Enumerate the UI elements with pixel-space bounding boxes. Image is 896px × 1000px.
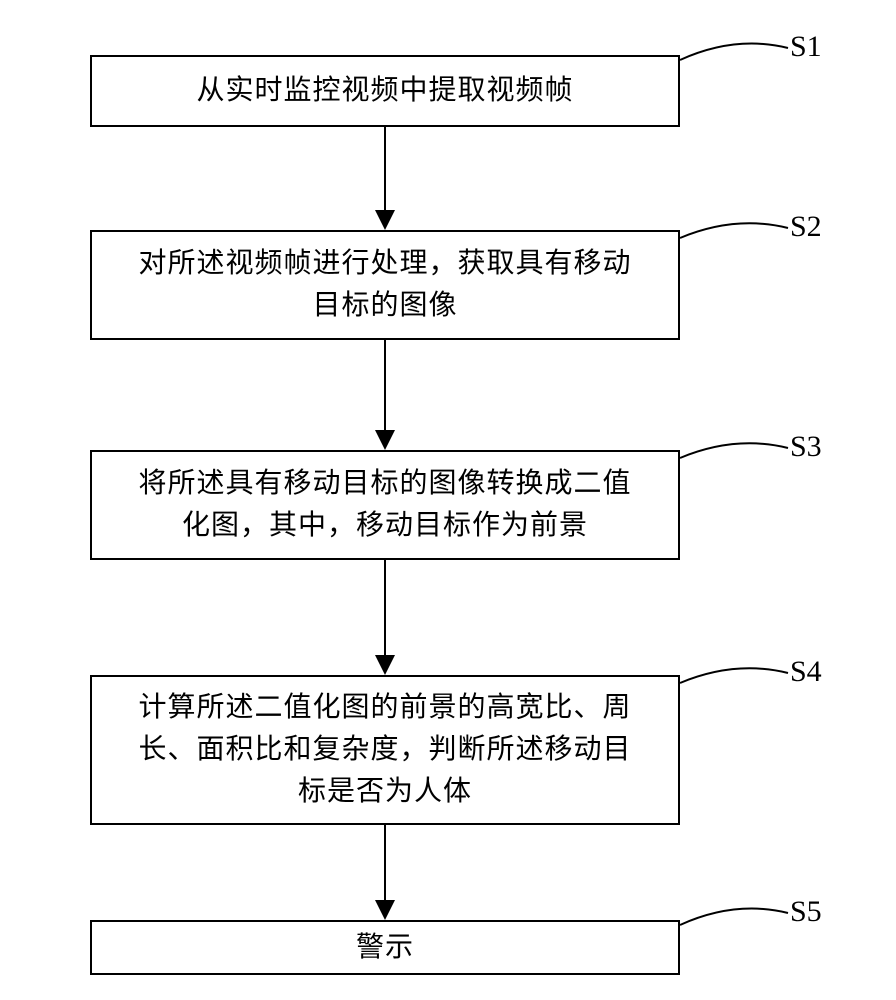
step-label-s3: S3 (790, 430, 822, 464)
label-connector-s1 (680, 44, 788, 60)
flowchart-node-s4: 计算所述二值化图的前景的高宽比、周长、面积比和复杂度，判断所述移动目标是否为人体 (90, 675, 680, 825)
label-connector-s5 (680, 909, 788, 925)
label-connector-s4 (680, 668, 788, 683)
step-label-s5: S5 (790, 895, 822, 929)
node-text: 对所述视频帧进行处理，获取具有移动目标的图像 (138, 243, 631, 327)
flowchart-node-s2: 对所述视频帧进行处理，获取具有移动目标的图像 (90, 230, 680, 340)
flowchart-node-s1: 从实时监控视频中提取视频帧 (90, 55, 680, 127)
step-label-s1: S1 (790, 30, 822, 64)
node-text: 从实时监控视频中提取视频帧 (196, 70, 573, 112)
flowchart-canvas: 从实时监控视频中提取视频帧 S1 对所述视频帧进行处理，获取具有移动目标的图像 … (0, 0, 896, 1000)
node-text: 计算所述二值化图的前景的高宽比、周长、面积比和复杂度，判断所述移动目标是否为人体 (138, 687, 631, 813)
label-connector-s2 (680, 223, 788, 238)
flowchart-node-s5: 警示 (90, 920, 680, 975)
label-connector-s3 (680, 443, 788, 458)
step-label-s4: S4 (790, 655, 822, 689)
node-text: 警示 (356, 927, 414, 969)
flowchart-node-s3: 将所述具有移动目标的图像转换成二值化图，其中，移动目标作为前景 (90, 450, 680, 560)
node-text: 将所述具有移动目标的图像转换成二值化图，其中，移动目标作为前景 (138, 463, 631, 547)
step-label-s2: S2 (790, 210, 822, 244)
